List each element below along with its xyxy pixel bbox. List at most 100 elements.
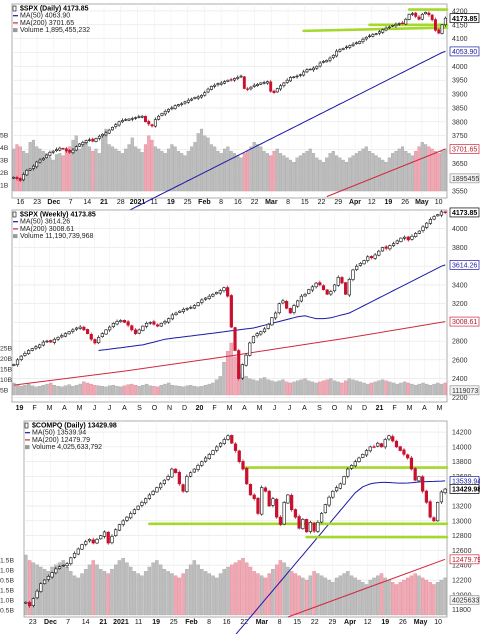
candle-body: [97, 337, 101, 344]
candle-body: [54, 568, 58, 574]
legend-bar-icon: [13, 234, 18, 239]
candle-body: [255, 333, 259, 337]
candle-body: [167, 318, 171, 323]
x-tick-label: 20: [196, 405, 204, 412]
candle: [364, 448, 369, 458]
volume-axis-label: 20B: [0, 356, 13, 363]
candle: [203, 296, 208, 301]
volume-bar: [346, 571, 350, 616]
volume-bar: [255, 144, 260, 192]
candle-body: [332, 284, 337, 292]
volume-bar: [218, 376, 222, 396]
candle-body: [421, 226, 425, 231]
volume-bar: [140, 575, 144, 616]
candle: [196, 463, 200, 472]
volume-bar: [121, 558, 125, 616]
candle: [295, 74, 299, 79]
volume-bar: [229, 150, 233, 192]
candle-body: [380, 247, 385, 252]
candle-body: [364, 450, 369, 456]
candle-body: [97, 135, 101, 139]
x-tick-label: Feb: [185, 619, 197, 626]
candle-body: [377, 250, 381, 256]
candle: [185, 474, 189, 493]
candle: [85, 328, 90, 335]
volume-bar: [12, 148, 16, 192]
candle-body: [55, 149, 58, 151]
candle-body: [428, 501, 432, 518]
volume-bar: [96, 385, 101, 396]
x-tick-label: 26: [399, 619, 407, 626]
candle: [130, 324, 134, 332]
candle: [114, 122, 118, 129]
volume-bar: [111, 384, 116, 396]
y-tick-label: 3800: [452, 245, 468, 252]
candle: [211, 292, 215, 298]
candle: [406, 453, 410, 460]
volume-bar: [61, 155, 65, 192]
candle-body: [305, 519, 309, 533]
candle-body: [434, 19, 437, 31]
volume-bar: [124, 148, 128, 192]
volume-bar: [432, 383, 436, 396]
volume-bar: [372, 577, 376, 616]
candle-body: [176, 104, 180, 107]
volume-bar: [127, 144, 131, 192]
volume-bar: [321, 380, 326, 396]
volume-bar: [189, 384, 193, 396]
volume-bar: [398, 582, 402, 616]
volume-bar: [414, 150, 418, 192]
candle: [196, 301, 200, 307]
volume-bar: [71, 139, 75, 192]
volume-bar: [430, 148, 434, 192]
candle-body: [107, 129, 111, 134]
candle-body: [242, 76, 246, 89]
candle: [218, 288, 222, 296]
candle: [72, 551, 77, 559]
volume-bar: [170, 384, 175, 396]
volume-bar: [114, 148, 118, 192]
volume-bar: [230, 564, 234, 616]
candle-body: [34, 346, 38, 349]
volume-bar: [368, 579, 372, 616]
candle-body: [297, 516, 301, 529]
volume-bar: [241, 558, 245, 616]
candle-body: [351, 43, 355, 46]
volume-bar: [374, 155, 378, 192]
candle: [89, 332, 93, 342]
candle-body: [67, 331, 71, 335]
candle: [48, 150, 52, 158]
volume-axis-label: 2B: [0, 170, 9, 177]
candle-body: [12, 364, 16, 366]
candle-body: [178, 310, 182, 313]
volume-bar: [390, 582, 395, 616]
candle: [316, 520, 320, 533]
volume-bar: [152, 386, 156, 396]
candle-body: [229, 295, 233, 328]
candle-body: [57, 566, 62, 569]
candle-body: [424, 490, 429, 503]
candle: [34, 345, 38, 351]
x-tick-label: F: [212, 405, 216, 412]
x-tick-label: J: [93, 405, 97, 412]
candle: [137, 328, 141, 335]
candle: [156, 323, 160, 328]
candle-body: [290, 494, 294, 511]
candle-body: [185, 308, 189, 310]
candle-body: [381, 29, 385, 33]
x-tick-label: N: [167, 405, 172, 412]
candle: [265, 80, 269, 85]
x-tick-label: 15: [293, 619, 301, 626]
volume-bar: [147, 135, 151, 192]
y-tick-label: 3950: [452, 78, 468, 85]
volume-bar: [297, 575, 301, 616]
candle: [137, 114, 141, 119]
volume-bar: [159, 384, 163, 396]
candle-body: [174, 312, 178, 315]
candle: [31, 164, 35, 171]
x-tick-label: 29: [334, 199, 342, 206]
candle: [127, 118, 131, 122]
candle: [380, 246, 385, 252]
volume-bar: [439, 579, 444, 616]
candle: [368, 445, 372, 453]
